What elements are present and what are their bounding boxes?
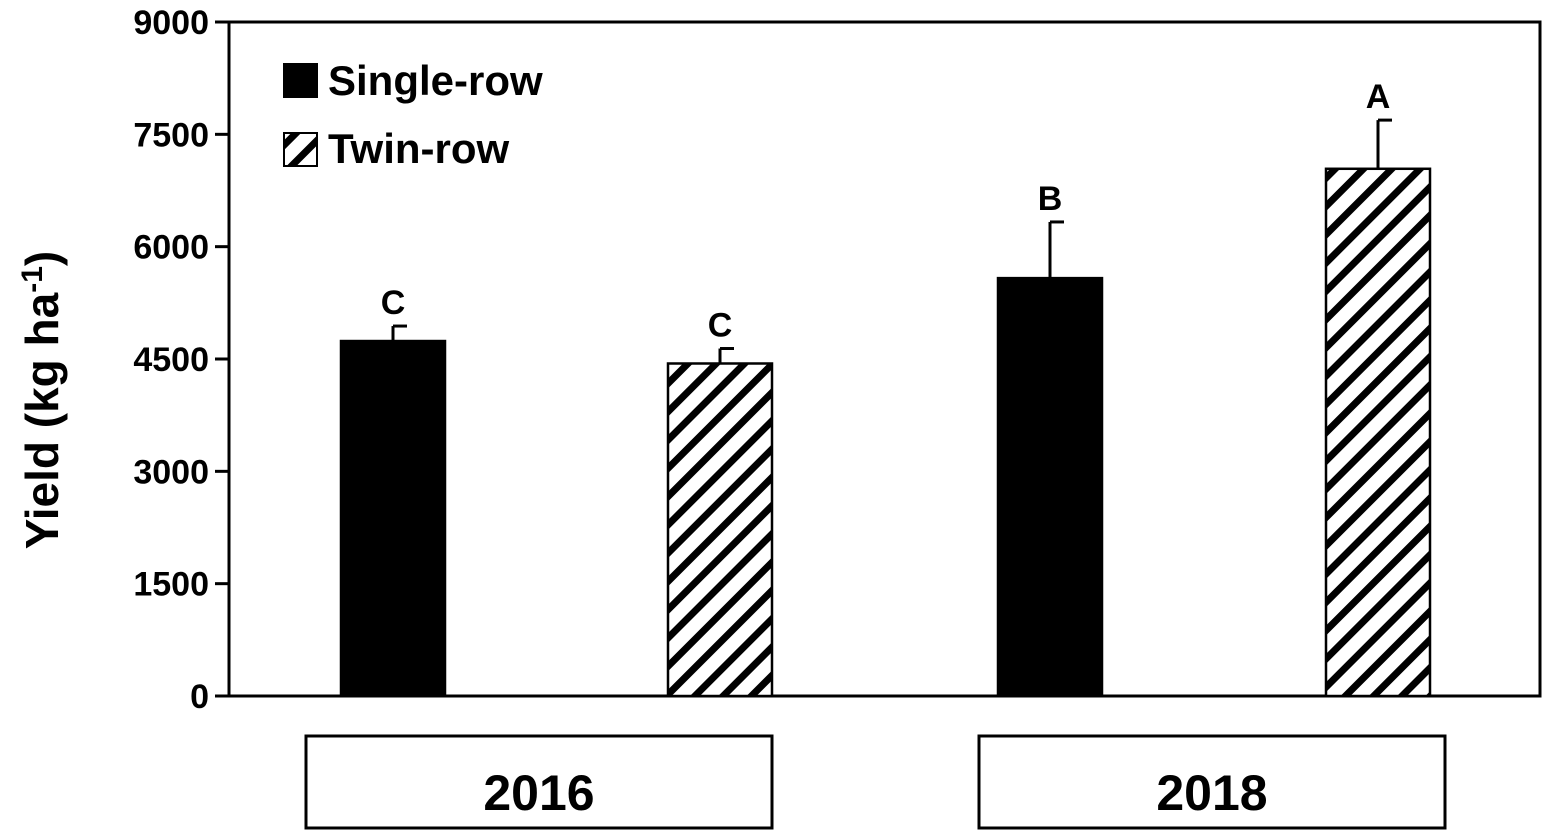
y-tick-label: 9000 bbox=[133, 4, 209, 42]
bar-single-row-2016 bbox=[339, 339, 447, 698]
significance-letter: C bbox=[708, 307, 733, 345]
category-box-2018-frame bbox=[977, 734, 1447, 830]
category-label-2018: 2018 bbox=[1156, 765, 1267, 821]
legend-label-single-row: Single-row bbox=[328, 57, 543, 104]
y-tick-label: 4500 bbox=[133, 341, 209, 379]
bars-group: C B C A bbox=[339, 78, 1432, 698]
y-axis-label-superscript: -1 bbox=[16, 266, 49, 293]
y-tick-label: 7500 bbox=[133, 116, 209, 154]
y-axis-label-main: Yield (kg ha bbox=[16, 292, 68, 549]
y-axis-ticks: 0 1500 3000 4500 6000 7500 9000 bbox=[133, 4, 229, 716]
legend-label-twin-row: Twin-row bbox=[328, 125, 510, 172]
category-box-2016: 2016 bbox=[304, 734, 774, 830]
legend-swatch-single-row bbox=[283, 63, 318, 98]
significance-letter: C bbox=[381, 284, 406, 322]
bar-single-row-2018 bbox=[996, 276, 1104, 698]
legend: Single-row Twin-row bbox=[283, 57, 543, 172]
significance-letter: B bbox=[1038, 180, 1063, 218]
bar-twin-row-2018 bbox=[1324, 167, 1432, 698]
y-axis-label: Yield (kg ha-1) bbox=[16, 251, 69, 549]
significance-letter: A bbox=[1366, 78, 1391, 116]
bar-twin-row-2016 bbox=[666, 362, 774, 698]
category-label-2016: 2016 bbox=[483, 765, 594, 821]
y-tick-label: 6000 bbox=[133, 229, 209, 267]
y-axis-label-close: ) bbox=[16, 251, 68, 266]
legend-swatch-twin-row bbox=[283, 132, 318, 167]
y-tick-label: 3000 bbox=[133, 453, 209, 491]
y-tick-label: 1500 bbox=[133, 566, 209, 604]
category-box-2016-frame bbox=[304, 734, 774, 830]
category-box-2018: 2018 bbox=[977, 734, 1447, 830]
y-tick-label: 0 bbox=[190, 678, 209, 716]
